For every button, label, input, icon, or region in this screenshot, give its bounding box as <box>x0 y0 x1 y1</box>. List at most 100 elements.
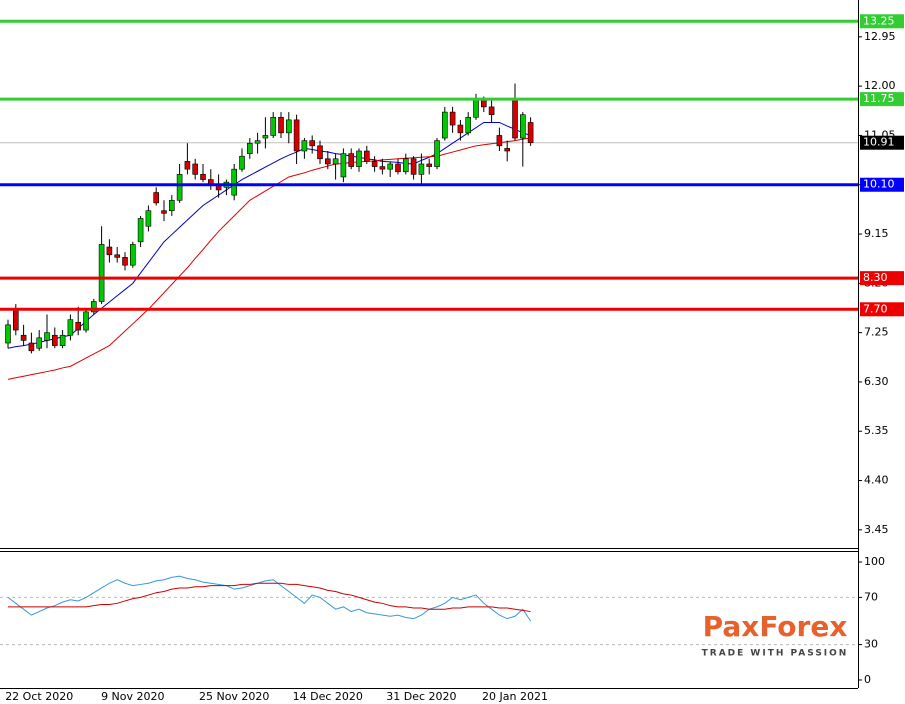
candle-body <box>496 135 503 147</box>
candle-body <box>28 342 35 352</box>
candle-body <box>153 192 159 204</box>
candle-body <box>59 334 66 346</box>
candle-body <box>83 311 89 331</box>
candle-body <box>44 332 50 341</box>
candle-body <box>402 158 409 173</box>
candle-body <box>317 145 323 160</box>
indicator-line <box>7 575 532 622</box>
candle-body <box>137 218 144 243</box>
y-tick-label: 70 <box>864 590 878 603</box>
candle-body <box>332 158 339 165</box>
y-tick-label: 30 <box>864 638 878 651</box>
y-tick-label: 12.00 <box>864 79 896 92</box>
candle-body <box>200 174 206 180</box>
x-tick-label: 14 Dec 2020 <box>293 690 363 703</box>
y-tick-label: 9.15 <box>864 227 889 240</box>
y-tick-label: 0 <box>864 673 871 686</box>
candle-body <box>340 153 347 178</box>
indicator-line <box>8 582 531 613</box>
level-label: 7.70 <box>863 302 888 315</box>
level-label-box <box>860 92 904 107</box>
candle-body <box>176 174 183 201</box>
y-tick-label: 5.35 <box>864 424 889 437</box>
x-tick-label: 9 Nov 2020 <box>101 690 164 703</box>
level-label-box <box>860 302 904 317</box>
candle-body <box>247 142 253 154</box>
candle-body <box>5 324 11 344</box>
candle-body <box>122 257 128 266</box>
x-tick-label: 22 Oct 2020 <box>5 690 73 703</box>
candle-body <box>293 119 300 152</box>
candle-body <box>371 161 378 167</box>
x-tick-label: 25 Nov 2020 <box>199 690 269 703</box>
candle-body <box>192 163 198 175</box>
level-label: 8.30 <box>863 271 888 284</box>
candle-body <box>504 148 511 152</box>
candle-body <box>387 163 394 170</box>
candle-body <box>488 106 495 115</box>
level-label: 11.75 <box>863 92 895 105</box>
candle-body <box>379 166 386 170</box>
candle-body <box>395 163 401 173</box>
y-tick-label: 6.30 <box>864 375 889 388</box>
y-tick-label: 7.25 <box>864 326 889 339</box>
candle-body <box>356 150 362 167</box>
candle-body <box>98 244 105 302</box>
candle-body <box>527 122 534 144</box>
candle-body <box>184 161 191 170</box>
candle-body <box>426 163 433 167</box>
candle-body <box>457 124 464 134</box>
candle-body <box>20 334 27 341</box>
moving-average <box>7 121 531 349</box>
candle-body <box>36 337 43 349</box>
y-tick-label: 100 <box>864 555 885 568</box>
candle-body <box>519 114 526 139</box>
level-label-box <box>860 14 904 29</box>
candle-body <box>239 155 245 170</box>
candle-body <box>145 210 152 227</box>
logo-name: PaxForex <box>703 610 848 643</box>
candle-body <box>473 98 479 118</box>
y-tick-label: 3.45 <box>864 523 889 536</box>
price-label: 10.91 <box>863 136 895 149</box>
candle-body <box>161 210 167 214</box>
candle-body <box>465 116 472 134</box>
candle-body <box>169 200 175 211</box>
candle-body <box>441 111 448 139</box>
candle-body <box>13 308 19 331</box>
candle-body <box>309 140 316 147</box>
candle-body <box>91 301 97 313</box>
level-label-box <box>860 177 904 192</box>
candle-body <box>363 150 370 162</box>
candle-body <box>410 158 417 175</box>
candle-body <box>231 168 237 196</box>
logo-tagline: TRADE WITH PASSION <box>702 649 849 659</box>
candle-body <box>106 246 113 256</box>
candle-body <box>512 98 518 139</box>
candle-body <box>449 111 456 126</box>
level-label: 10.10 <box>863 178 895 191</box>
x-tick-label: 31 Dec 2020 <box>386 690 456 703</box>
candle-body <box>254 140 261 144</box>
candle-body <box>114 254 120 258</box>
candle-body <box>51 334 58 346</box>
candle-body <box>418 163 425 175</box>
y-tick-label: 12.95 <box>864 30 896 43</box>
candle-body <box>285 119 292 134</box>
candle-body <box>67 319 74 336</box>
y-tick-label: 4.40 <box>864 474 889 487</box>
candle-body <box>324 158 331 165</box>
candle-body <box>262 135 269 139</box>
candle-body <box>278 116 284 134</box>
candle-body <box>75 321 81 331</box>
candle-body <box>434 140 440 167</box>
candle-body <box>270 116 277 136</box>
level-label: 13.25 <box>863 14 895 27</box>
level-label-box <box>860 271 904 286</box>
candle-body <box>348 153 355 167</box>
moving-average <box>7 137 531 380</box>
candle-body <box>301 140 308 152</box>
candle-body <box>130 244 136 266</box>
x-tick-label: 20 Jan 2021 <box>482 690 548 703</box>
